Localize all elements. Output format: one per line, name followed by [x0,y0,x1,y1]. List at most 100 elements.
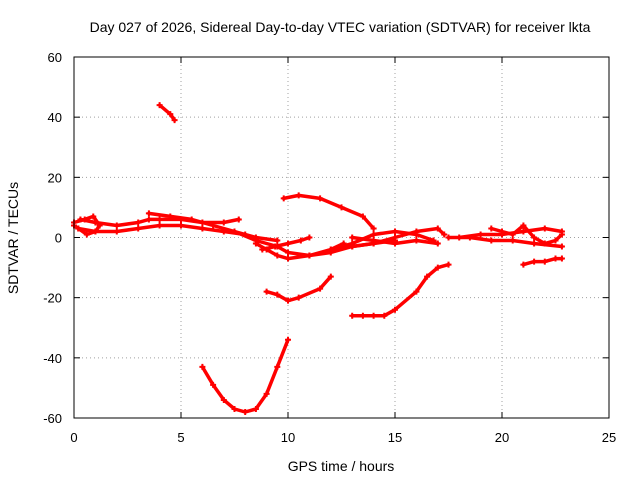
y-tick-label: 60 [48,50,62,65]
data-point [499,228,505,235]
data-point [178,222,184,229]
data-point [75,225,82,232]
data-point [220,219,227,226]
data-point [520,228,527,235]
data-point [259,246,266,253]
data-point [252,405,259,412]
data-point [413,231,420,238]
x-tick-label: 10 [281,430,295,445]
data-point [466,234,473,241]
data-point [231,228,238,235]
data-point [477,231,484,238]
data-point [274,237,281,244]
data-point [338,204,345,211]
data-point [92,228,99,235]
data-point [370,237,377,244]
data-point [220,396,227,403]
series-track-14 [329,229,436,252]
data-point [242,408,249,415]
data-point [135,219,142,226]
series-track-17 [446,235,564,249]
data-point [531,240,538,247]
data-point [188,216,195,223]
data-point [413,288,420,295]
data-point [145,216,152,223]
data-point [488,237,495,244]
data-point [359,213,366,220]
data-point [441,231,448,238]
data-point [210,222,217,229]
data-point [531,234,538,241]
x-tick-label: 5 [177,430,184,445]
data-point [541,225,548,232]
data-point [167,111,174,118]
data-point [558,231,565,238]
data-point [199,225,206,232]
x-tick-label: 15 [388,430,402,445]
data-point [285,255,291,262]
data-point [552,237,559,244]
data-point [210,381,217,388]
y-tick-label: -40 [43,351,62,366]
data-point [156,102,163,109]
data-point [285,240,291,247]
data-point [235,216,242,223]
data-point [274,291,281,298]
y-tick-label: 0 [55,231,62,246]
data-point [558,255,565,262]
data-point [156,216,163,223]
data-point [83,231,90,238]
data-point [531,258,538,265]
data-point [488,225,495,232]
data-point [413,237,420,244]
data-point [327,246,334,253]
data-point [297,237,304,244]
data-point [445,234,452,241]
data-point [349,240,356,247]
data-point [231,405,238,412]
data-point [306,234,313,241]
data-point [156,222,163,229]
data-point [392,228,398,235]
data-point [349,234,356,241]
series-layer [71,102,565,415]
data-point [171,117,178,124]
data-point [280,195,287,202]
data-point [520,261,527,268]
data-point [295,294,302,301]
data-point [274,363,281,370]
data-point [509,231,516,238]
data-point [92,219,99,226]
y-tick-label: 20 [48,170,62,185]
data-point [392,234,398,241]
data-point [90,213,97,220]
y-tick-label: -20 [43,291,62,306]
data-point [558,243,565,250]
data-point [306,252,313,259]
data-point [285,249,291,256]
data-point [434,264,441,271]
data-point [370,225,377,232]
data-point [445,261,452,268]
data-point [113,228,120,235]
plot-frame [73,56,610,419]
data-point [392,306,398,313]
data-point [295,192,302,199]
data-point [285,297,291,304]
data-point [77,216,84,223]
data-point [317,195,324,202]
data-point [272,243,279,250]
data-point [392,240,398,247]
data-point [520,222,527,229]
data-point [199,363,206,370]
data-point [509,237,516,244]
data-point [370,231,377,238]
data-point [359,312,366,319]
y-tick-label: -60 [43,411,62,426]
data-point [167,213,174,220]
data-point [434,240,441,247]
data-point [541,240,548,247]
data-point [285,336,291,343]
